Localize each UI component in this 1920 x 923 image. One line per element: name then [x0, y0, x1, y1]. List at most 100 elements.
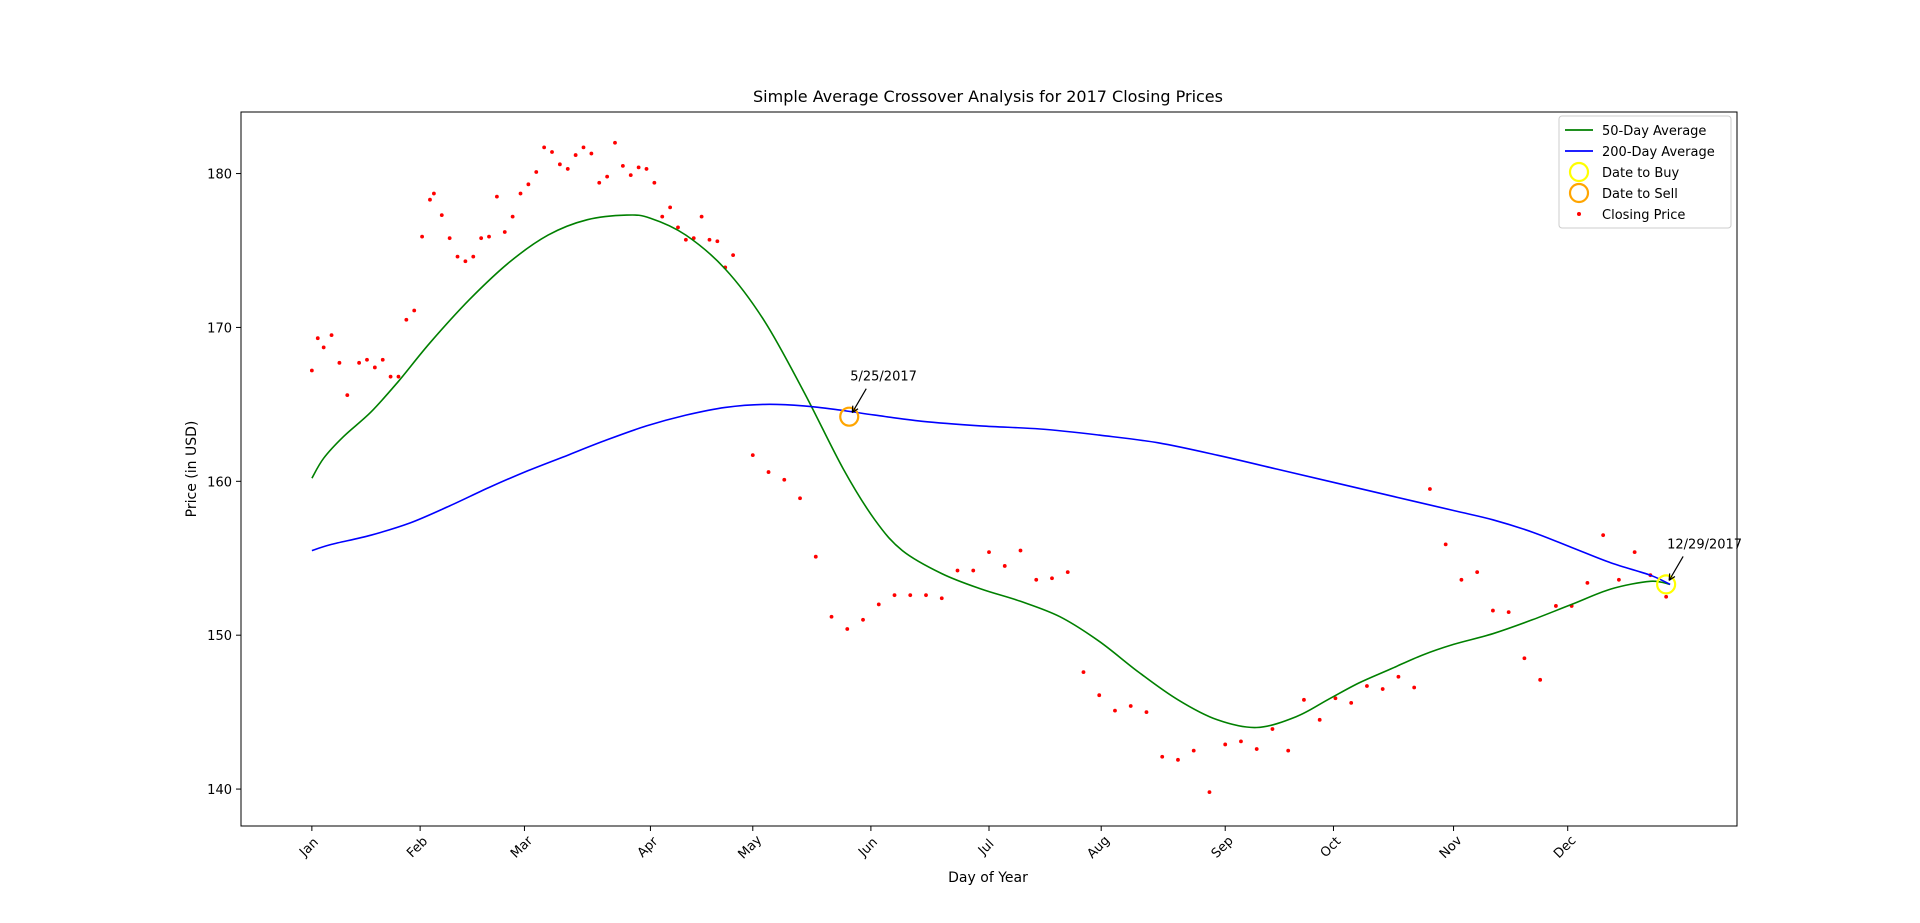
x-tick-label: Mar — [508, 833, 536, 861]
closing-price-point — [782, 477, 787, 482]
legend: 50-Day Average 200-Day Average Date to Buy… — [1558, 115, 1732, 229]
closing-price-point — [1065, 570, 1070, 574]
closing-price-point — [589, 151, 594, 156]
closing-price-point — [636, 165, 641, 170]
closing-price-point — [1317, 717, 1322, 722]
closing-price-point — [660, 214, 665, 219]
x-tick-label: Nov — [1437, 833, 1466, 862]
buy-annotation-arrow — [1668, 556, 1684, 581]
closing-price-point — [676, 225, 680, 230]
legend-dot-swatch — [1577, 212, 1581, 216]
legend-box — [1558, 115, 1732, 229]
closing-price-point — [432, 191, 436, 196]
closing-price-point — [315, 336, 320, 341]
closing-price-point — [1081, 670, 1086, 675]
closing-price-point — [565, 167, 570, 171]
legend-label: Date to Sell — [1602, 187, 1678, 202]
closing-price-point — [321, 345, 326, 350]
y-axis-label: Price (in USD) — [184, 421, 200, 518]
closing-price-point — [1207, 790, 1212, 795]
closing-price-point — [420, 234, 424, 239]
closing-price-point — [463, 259, 468, 264]
closing-price-point — [439, 213, 444, 217]
closing-price-point — [455, 254, 460, 259]
closing-price-point — [309, 368, 314, 373]
closing-price-point — [412, 308, 417, 313]
sell-annotation-arrowhead — [851, 405, 859, 414]
closing-price-point — [428, 197, 432, 202]
closing-price-point — [1333, 696, 1338, 701]
closing-price-point — [876, 602, 881, 607]
plot-area: 12/29/2017 5/25/2017 — [309, 140, 1742, 795]
y-axis: 140 150 160 170 180 — [207, 168, 241, 798]
closing-price-point — [1050, 576, 1054, 581]
closing-price-point — [955, 568, 960, 573]
closing-price-point — [1270, 727, 1275, 731]
closing-price-point — [510, 214, 515, 219]
sell-annotation-label: 5/25/2017 — [850, 370, 917, 385]
closing-price-point — [1223, 742, 1228, 747]
closing-price-point — [1113, 708, 1117, 713]
closing-price-point — [542, 145, 547, 150]
legend-label: 200-Day Average — [1602, 145, 1715, 160]
x-tick-label: Feb — [404, 834, 431, 861]
closing-price-point — [329, 333, 334, 338]
closing-price-point — [1018, 548, 1023, 553]
closing-price-point — [971, 568, 976, 573]
closing-price-point — [605, 174, 610, 179]
closing-price-point — [1254, 747, 1259, 751]
x-tick-label: May — [736, 833, 766, 863]
closing-price-point — [699, 214, 704, 219]
closing-price-point — [518, 191, 523, 196]
legend-label: 50-Day Average — [1602, 124, 1706, 139]
closing-price-point — [581, 145, 586, 150]
closing-price-point — [939, 596, 944, 601]
closing-price-point — [447, 236, 452, 241]
x-tick-label: Jul — [975, 837, 997, 859]
closing-price-point — [715, 239, 720, 244]
closing-price-point — [479, 236, 484, 241]
x-axis-label: Day of Year — [948, 870, 1028, 886]
closing-price-point — [1286, 748, 1291, 753]
x-tick-label: Aug — [1084, 833, 1113, 862]
x-tick-label: Jan — [296, 835, 321, 860]
closing-price-point — [613, 140, 617, 145]
closing-price-point — [766, 470, 771, 474]
closing-price-point — [1538, 677, 1543, 682]
closing-price-point — [487, 234, 491, 239]
closing-price-point — [1396, 674, 1401, 679]
closing-price-point — [337, 360, 342, 365]
closing-price-point — [380, 357, 385, 362]
closing-price-point — [1191, 748, 1196, 753]
buy-annotation-label: 12/29/2017 — [1667, 537, 1742, 552]
closing-price-point — [1443, 542, 1448, 547]
closing-price-point — [471, 254, 476, 259]
closing-price-point — [534, 170, 539, 174]
closing-price-point — [345, 393, 350, 398]
legend-label: Closing Price — [1602, 208, 1685, 223]
closing-price-point — [652, 180, 657, 185]
closing-price-point — [1522, 656, 1527, 661]
closing-price-point — [1239, 739, 1243, 744]
closing-price-point — [620, 163, 625, 168]
buy-marker — [1656, 574, 1677, 595]
x-tick-label: Jun — [855, 835, 881, 861]
closing-price-point — [1632, 550, 1637, 554]
closing-price-point — [1428, 487, 1432, 491]
y-tick-label: 180 — [207, 168, 232, 183]
closing-price-point — [550, 150, 554, 154]
closing-price-point — [1380, 687, 1385, 691]
chart-title: Simple Average Crossover Analysis for 20… — [753, 87, 1223, 106]
closing-price-point — [1616, 577, 1621, 582]
closing-price-point — [668, 205, 673, 210]
closing-price-point — [502, 230, 507, 234]
closing-price-point — [908, 593, 913, 598]
closing-price-point — [1585, 580, 1590, 585]
closing-price-point — [396, 374, 401, 379]
closing-price-point — [357, 360, 362, 365]
x-tick-label: Apr — [635, 834, 662, 861]
closing-price-point — [1097, 693, 1102, 698]
x-tick-label: Sep — [1209, 834, 1237, 862]
closing-price-point — [798, 496, 802, 501]
closing-price-point — [388, 374, 393, 379]
